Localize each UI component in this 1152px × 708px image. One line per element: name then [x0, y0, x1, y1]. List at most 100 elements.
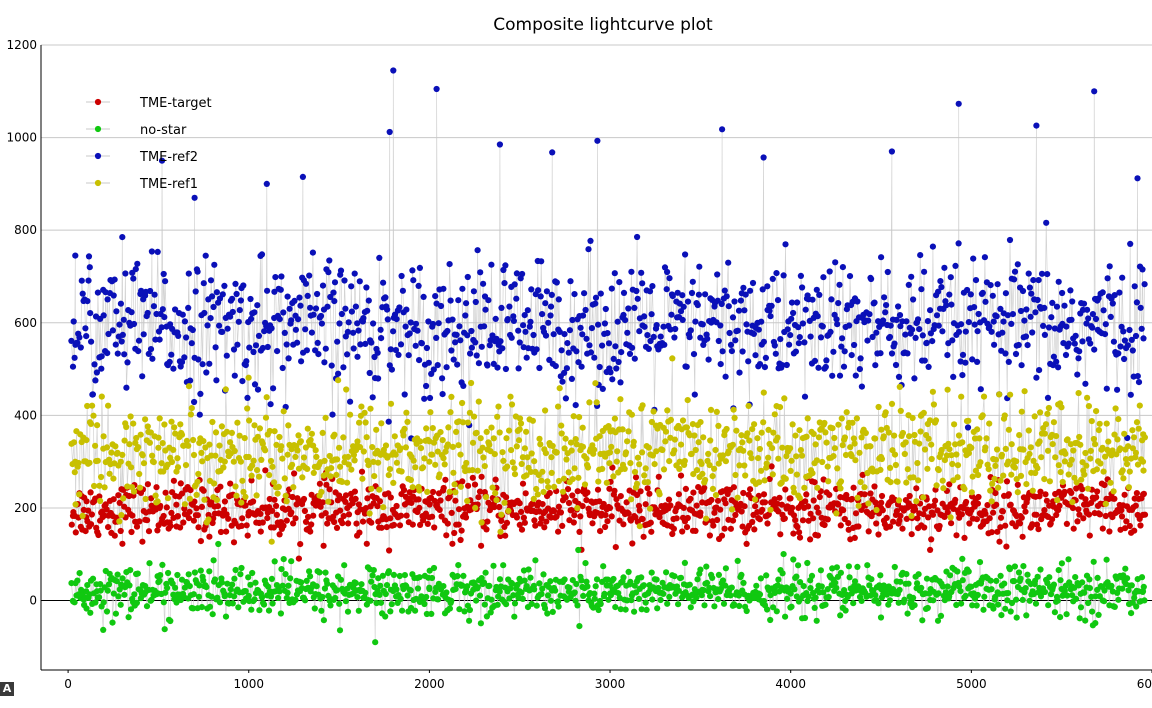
data-point: [499, 345, 506, 352]
data-point: [1082, 496, 1089, 503]
data-point: [172, 306, 179, 313]
data-point: [1118, 507, 1125, 514]
data-point: [362, 340, 369, 347]
data-point: [606, 460, 613, 467]
data-point: [620, 311, 627, 319]
data-point: [914, 580, 921, 587]
data-point: [318, 488, 325, 496]
data-point: [572, 436, 579, 443]
data-point: [786, 341, 793, 348]
data-point: [1095, 611, 1102, 619]
data-point: [759, 506, 766, 513]
legend-marker-icon: [94, 179, 102, 187]
data-point: [330, 289, 337, 296]
data-point: [1121, 337, 1128, 344]
y-tick-label: 1200: [6, 38, 37, 52]
data-point: [105, 581, 113, 588]
data-point: [909, 414, 916, 422]
data-point: [344, 328, 351, 335]
data-point: [984, 502, 991, 509]
legend-item-tme-target[interactable]: TME-target: [86, 96, 212, 111]
data-point: [262, 414, 270, 421]
data-point: [158, 324, 165, 331]
data-point: [731, 414, 738, 421]
data-point: [715, 571, 723, 579]
data-point: [309, 249, 316, 256]
data-point: [351, 270, 358, 277]
data-point: [76, 570, 83, 577]
legend-marker-icon: [94, 98, 102, 106]
data-point: [858, 383, 866, 390]
data-point: [245, 574, 252, 581]
data-point: [1005, 458, 1012, 465]
data-point: [278, 566, 285, 573]
data-point: [833, 316, 840, 323]
data-point: [1023, 612, 1030, 619]
data-point: [547, 578, 554, 585]
data-point: [777, 336, 784, 343]
data-point: [854, 494, 861, 501]
data-point: [644, 332, 651, 339]
data-point: [326, 257, 333, 264]
data-point: [114, 350, 121, 357]
data-point: [1058, 560, 1065, 567]
data-point: [68, 337, 75, 344]
data-point: [950, 373, 957, 380]
data-point: [360, 315, 367, 322]
data-point: [319, 429, 326, 436]
data-point: [914, 515, 921, 522]
data-point: [1121, 491, 1128, 498]
data-point: [1020, 446, 1027, 453]
data-point: [133, 523, 141, 530]
data-point: [639, 280, 646, 287]
data-point: [1099, 289, 1106, 296]
data-point: [1029, 329, 1036, 336]
data-point: [393, 459, 400, 466]
data-point: [513, 514, 521, 521]
data-point: [615, 358, 622, 366]
legend-item-no-star[interactable]: no-star: [86, 123, 187, 138]
legend-item-tme-ref2[interactable]: TME-ref2: [86, 150, 198, 165]
data-point: [1086, 532, 1093, 539]
data-point: [896, 517, 903, 524]
data-point: [645, 345, 652, 352]
data-point: [955, 328, 963, 335]
data-point: [1116, 289, 1123, 296]
data-point: [286, 305, 293, 312]
data-point: [939, 477, 946, 484]
data-point: [533, 485, 540, 493]
data-point: [324, 303, 331, 310]
data-point: [767, 616, 774, 624]
data-point: [683, 363, 690, 370]
data-point: [397, 512, 405, 519]
data-point: [886, 333, 894, 341]
data-point: [86, 459, 93, 466]
data-point: [817, 567, 825, 574]
data-point: [738, 508, 745, 515]
data-point: [1083, 462, 1090, 469]
data-point: [361, 409, 368, 416]
data-point: [443, 532, 450, 539]
data-point: [157, 572, 164, 579]
data-point: [350, 451, 357, 458]
data-point: [324, 580, 331, 587]
data-point: [336, 627, 344, 634]
legend-item-tme-ref1[interactable]: TME-ref1: [86, 177, 198, 192]
data-point: [735, 592, 743, 599]
data-point: [146, 439, 153, 446]
series-no-star: [68, 540, 1148, 646]
data-point: [824, 463, 831, 470]
data-point: [352, 495, 359, 502]
data-point: [451, 481, 458, 488]
data-point: [528, 286, 535, 293]
data-point: [205, 511, 212, 519]
data-point: [78, 586, 85, 594]
data-point: [555, 603, 562, 610]
data-point: [881, 294, 888, 301]
data-point: [948, 301, 955, 308]
legend[interactable]: TME-target no-star TME-ref2 TME-ref1: [86, 96, 212, 192]
data-point: [335, 370, 342, 377]
data-point: [808, 572, 816, 580]
data-point: [523, 472, 530, 479]
data-point: [1100, 468, 1107, 475]
